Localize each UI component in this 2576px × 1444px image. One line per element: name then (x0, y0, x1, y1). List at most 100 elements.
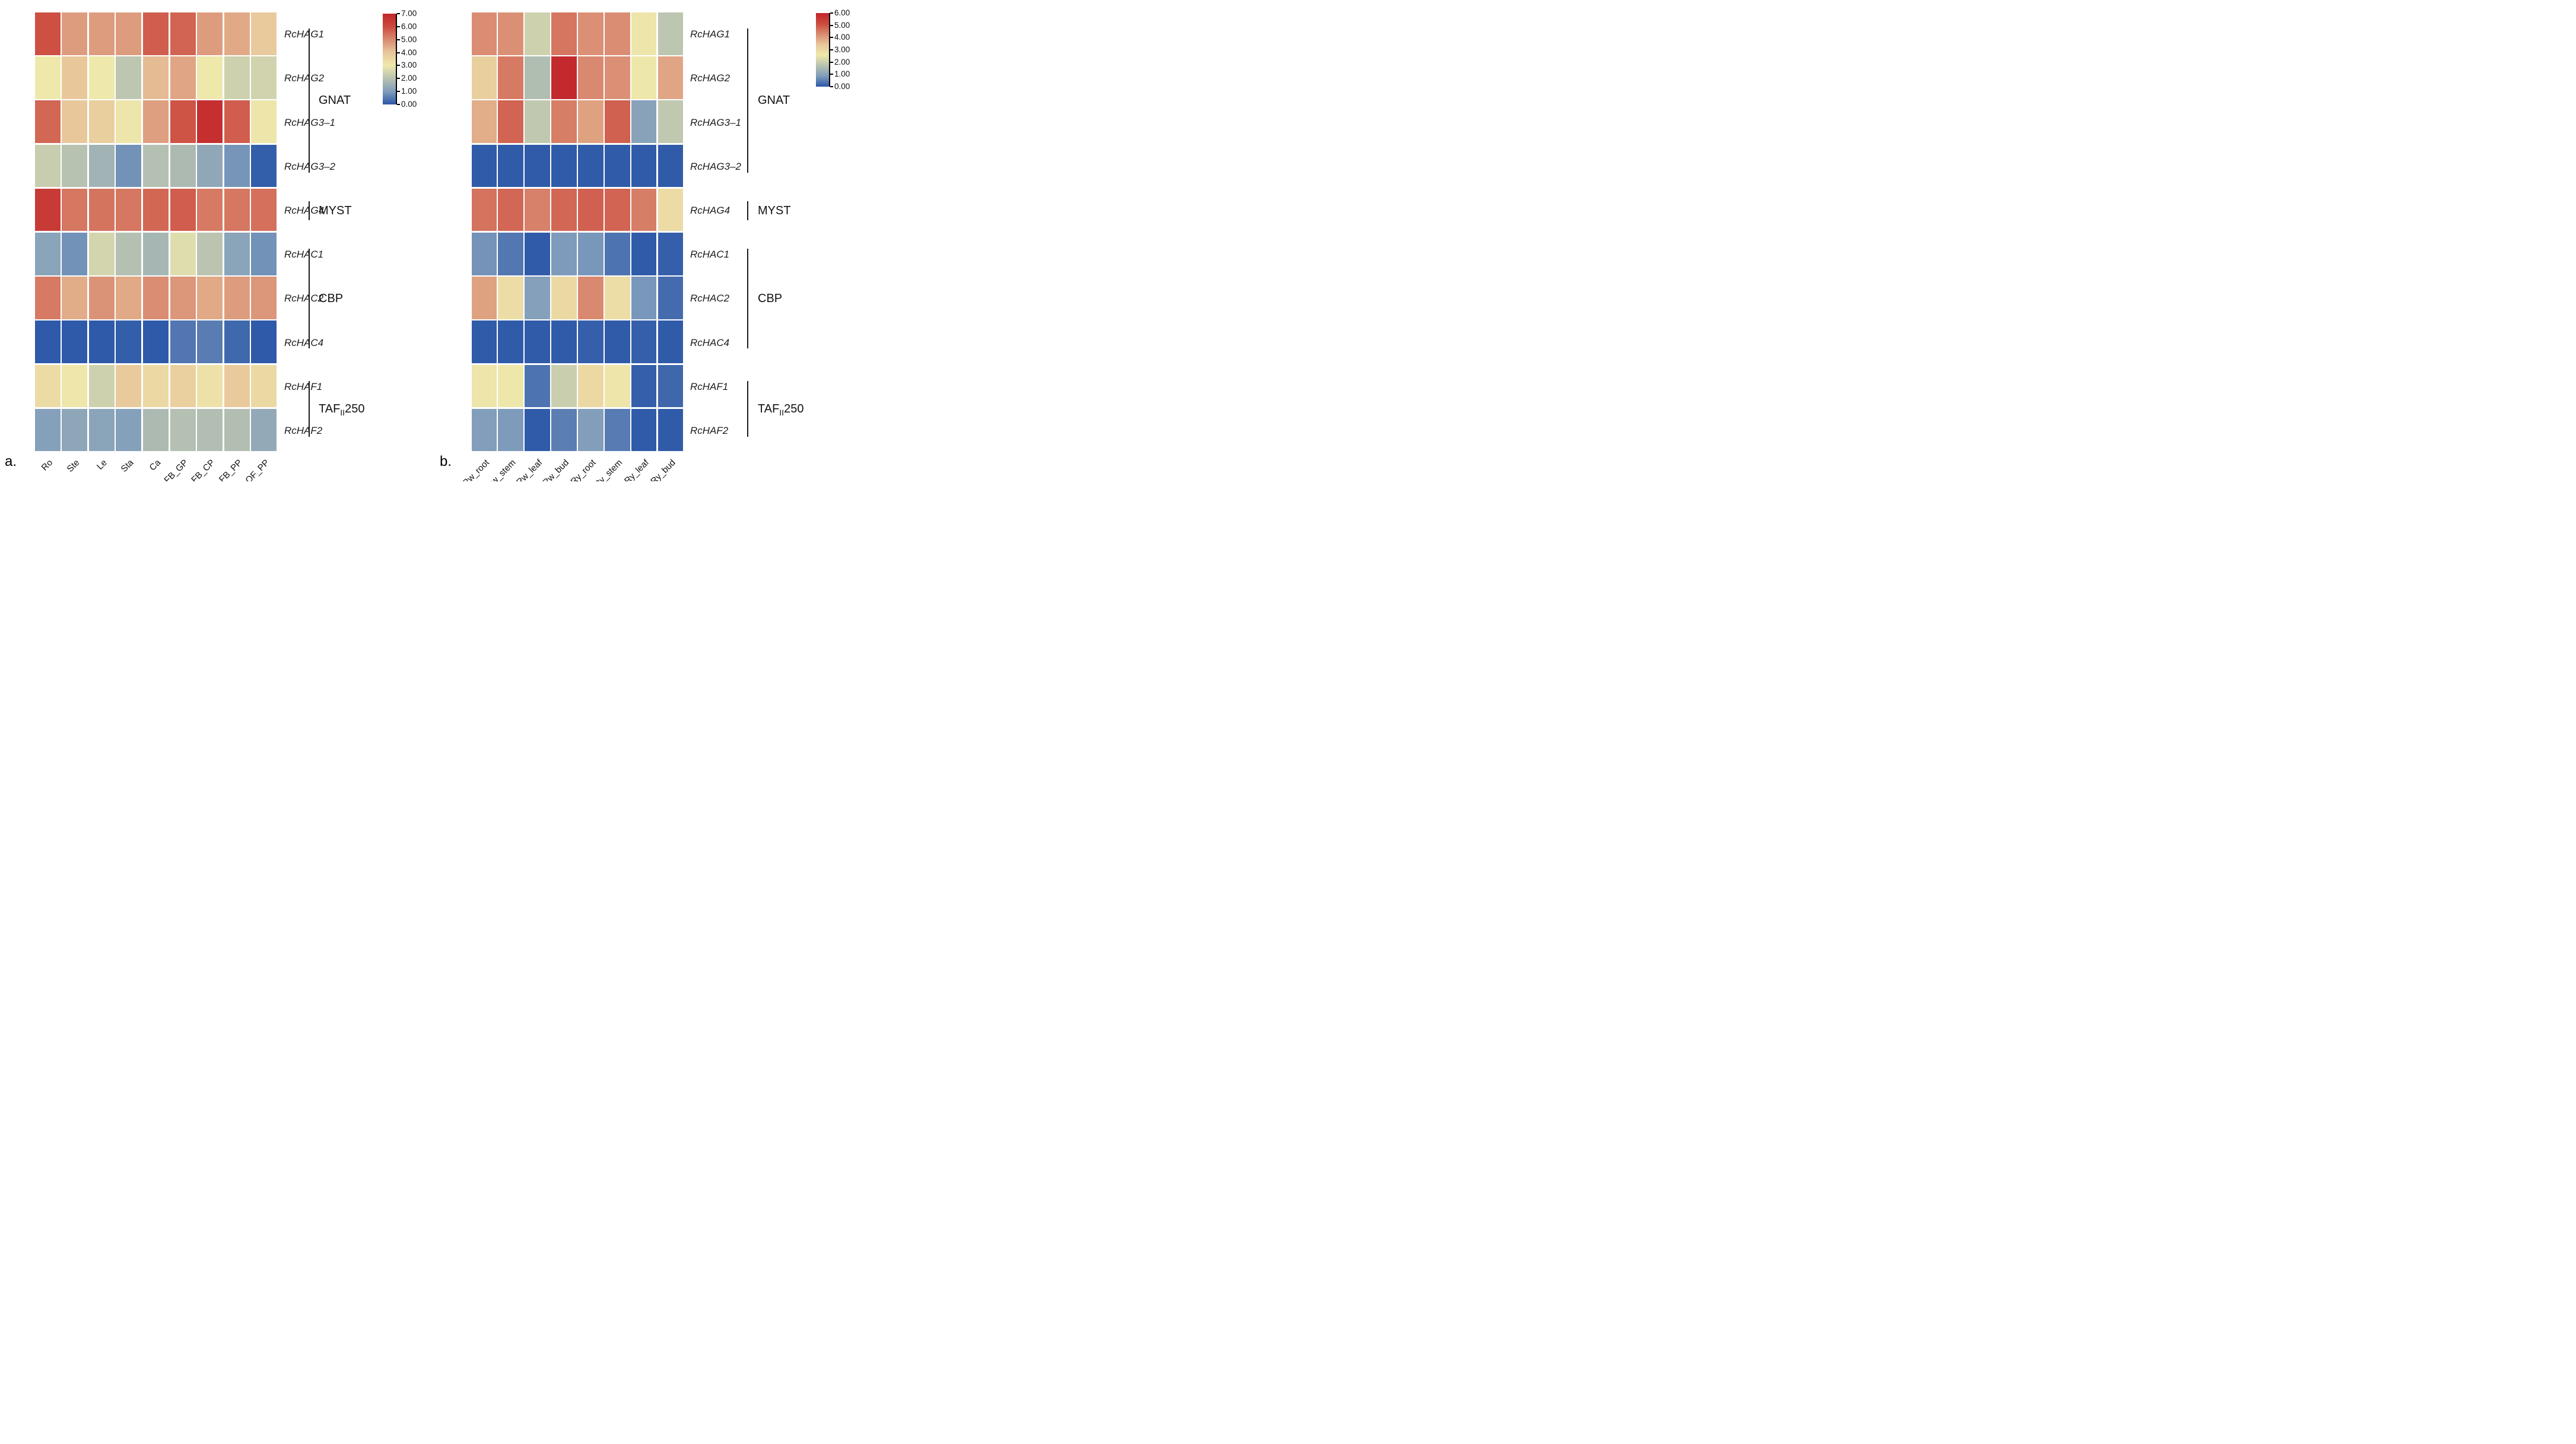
heatmap-cell (578, 56, 603, 99)
heatmap-cell (551, 233, 577, 275)
heatmap-cell (578, 144, 603, 188)
group-label-subscript: II (779, 407, 784, 417)
heatmap-cell (605, 364, 630, 408)
colorbar-tick (830, 49, 833, 50)
gene-label: RcHAC4 (690, 337, 730, 348)
column-label-text: FB_PP (217, 458, 244, 481)
heatmap-cell (498, 56, 523, 99)
column-label-text: Rw_stem (484, 458, 518, 481)
heatmap-cell (471, 364, 497, 408)
column-label: Le (7, 458, 109, 472)
heatmap-cell (88, 233, 115, 275)
heatmap-cell (116, 12, 142, 55)
heatmap-cell (142, 277, 169, 319)
colorbar-tick-label: 7.00 (401, 9, 417, 18)
heatmap-cell (88, 408, 115, 452)
heatmap-cell (197, 277, 223, 319)
heatmap-cell (170, 408, 196, 452)
column-label-text: Le (94, 458, 109, 472)
heatmap-cell (197, 408, 223, 452)
gene-label: RcHAF2 (690, 424, 729, 436)
heatmap-cell (605, 408, 630, 452)
heatmap-cell (197, 320, 223, 363)
group-label-part: 250 (345, 402, 365, 415)
column-label: Ry_bud (576, 458, 678, 481)
heatmap-cell (658, 56, 684, 99)
heatmap-cell (471, 100, 497, 143)
heatmap-cell (658, 364, 684, 408)
column-label-text: Ry_bud (649, 458, 678, 481)
heatmap-cell (471, 408, 497, 452)
heatmap-cell (142, 320, 169, 363)
heatmap-cell (605, 100, 630, 143)
colorbar-tick-label: 2.00 (834, 57, 850, 66)
gene-label: RcHAG2 (284, 72, 325, 84)
heatmap-cell (525, 12, 550, 55)
group-label: CBP (758, 292, 783, 306)
group-label-part: TAF (319, 402, 341, 415)
heatmap-cell (197, 12, 223, 55)
colorbar-tick-label: 0.00 (834, 82, 850, 91)
heatmap-cell (551, 56, 577, 99)
colorbar-tick-label: 0.00 (401, 100, 417, 109)
heatmap-cell (605, 12, 630, 55)
heatmap-cell (578, 408, 603, 452)
colorbar-tick-label: 1.00 (401, 87, 417, 96)
panel-letter-a: a. (5, 453, 17, 469)
heatmap-cell (498, 100, 523, 143)
group-label: CBP (319, 292, 344, 306)
heatmap-cell (62, 364, 88, 408)
group-bracket (747, 249, 749, 349)
heatmap-cell (251, 408, 277, 452)
gene-label: RcHAG4 (690, 204, 730, 216)
heatmap-cell (62, 320, 88, 363)
gene-label: RcHAG4 (284, 204, 325, 216)
heatmap-cell (170, 56, 196, 99)
heatmap-cell (551, 100, 577, 143)
heatmap-cell (88, 320, 115, 363)
heatmap-cell (142, 12, 169, 55)
group-label: GNAT (319, 94, 351, 107)
heatmap-cell (34, 56, 61, 99)
heatmap-cell (62, 277, 88, 319)
heatmap-cell (34, 188, 61, 231)
colorbar-tick (397, 52, 400, 53)
heatmap-cell (605, 56, 630, 99)
heatmap-cell (34, 12, 61, 55)
group-bracket (747, 201, 749, 220)
gene-label: RcHAC2 (690, 293, 730, 304)
heatmap-cell (551, 277, 577, 319)
heatmap-cell (471, 12, 497, 55)
column-label: Rw_root (389, 458, 491, 481)
column-label-text: Ca (147, 458, 163, 473)
colorbar-tick-label: 3.00 (834, 45, 850, 54)
heatmap-cell (498, 233, 523, 275)
heatmap-cell (525, 56, 550, 99)
heatmap-cell (251, 144, 277, 188)
column-label: OF_PP (169, 458, 271, 481)
heatmap-cell (88, 56, 115, 99)
colorbar-tick-label: 5.00 (401, 34, 417, 44)
colorbar-tick (830, 12, 833, 14)
group-label: MYST (758, 204, 791, 217)
heatmap-cell (578, 188, 603, 231)
heatmap-cell (251, 233, 277, 275)
heatmap-cell (605, 233, 630, 275)
expression-heatmap-figure: a. b. RcHAG1 RcHAG2 RcHAG3–1 RcHAG3–2 RcHAG4… (0, 0, 859, 481)
heatmap-cell (631, 277, 657, 319)
heatmap-cell (251, 100, 277, 143)
heatmap-cell (116, 56, 142, 99)
column-label: Rw_stem (416, 458, 517, 481)
heatmap-cell (170, 277, 196, 319)
colorbar-tick-label: 6.00 (401, 21, 417, 31)
heatmap-cell (658, 144, 684, 188)
gene-label: RcHAG3–2 (284, 160, 335, 172)
gene-label: RcHAC1 (284, 249, 324, 261)
gene-label: RcHAG3–1 (690, 116, 741, 128)
heatmap-cell (551, 188, 577, 231)
heatmap-cell (170, 100, 196, 143)
heatmap-cell (224, 277, 250, 319)
heatmap-cell (251, 188, 277, 231)
heatmap-cell (88, 277, 115, 319)
heatmap-cell (658, 277, 684, 319)
